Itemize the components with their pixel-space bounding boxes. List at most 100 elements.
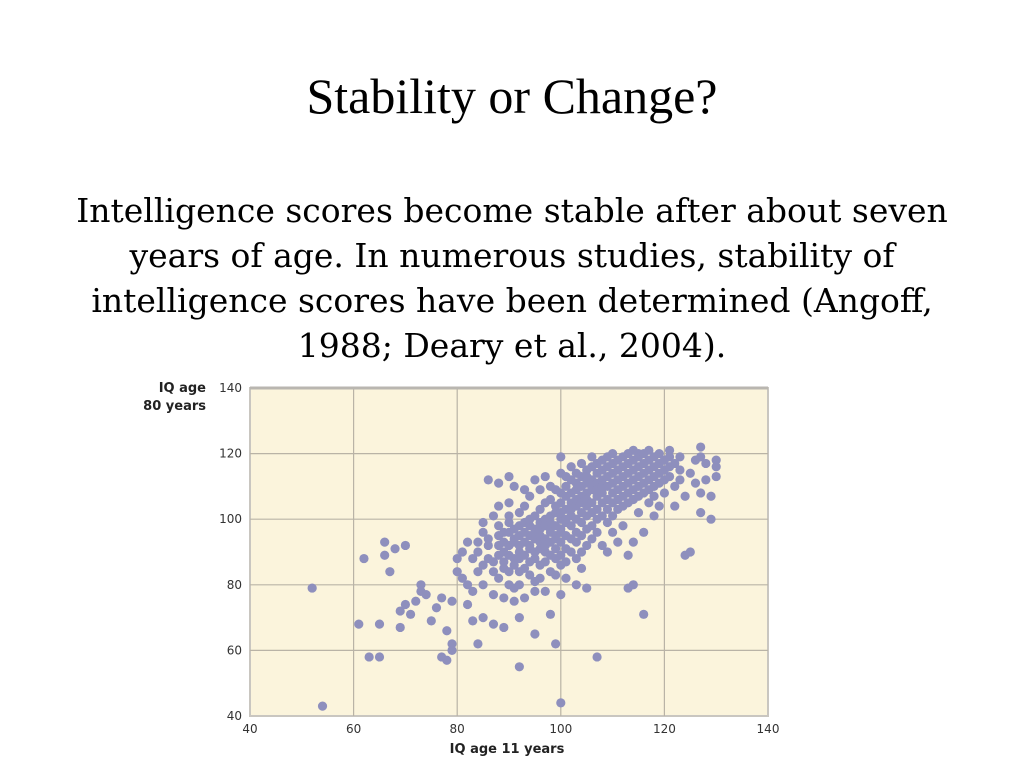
data-point [587,498,597,508]
data-point [618,521,628,531]
data-point [602,547,613,557]
data-point [675,465,685,475]
data-point [405,609,416,619]
data-point [400,599,410,610]
data-point [535,573,545,583]
data-point [597,511,607,521]
data-point [664,445,675,455]
data-point [670,458,680,469]
x-axis-label: IQ age 11 years [450,742,565,757]
data-point [462,537,473,547]
data-point [380,550,390,560]
data-point [608,511,618,521]
data-point [654,449,664,459]
data-point [483,534,493,544]
data-point [488,590,499,600]
data-point [483,475,493,485]
data-point [494,573,504,583]
data-point [597,540,607,551]
data-point [639,609,649,619]
data-point [576,517,587,528]
data-point [582,540,592,551]
data-point [597,488,607,498]
data-point [592,504,602,514]
data-point [354,619,364,629]
data-point [633,508,644,518]
data-point [711,462,721,472]
data-point [696,442,706,452]
data-point [556,452,566,462]
data-point [670,501,680,511]
data-point [390,544,400,554]
data-point [442,626,452,636]
data-point [659,488,670,498]
data-point [488,557,499,567]
data-point [478,580,488,590]
data-point [374,652,385,662]
y-tick-label: 40 [227,709,242,723]
data-point [649,511,659,521]
data-point [478,527,488,537]
data-point [561,481,571,491]
data-point [499,593,509,603]
data-point [592,527,602,537]
data-point [566,462,576,472]
data-point [680,491,690,501]
data-point [509,481,519,491]
data-point [525,491,535,501]
slide-title: Stability or Change? [306,68,718,124]
data-point [576,458,587,469]
data-point [556,550,566,560]
data-point [504,517,514,528]
data-point [416,580,426,590]
data-point [571,580,581,590]
data-point [447,639,457,649]
x-tick-label: 140 [757,722,780,736]
data-point [530,511,540,521]
data-point [566,521,576,531]
data-point [447,645,457,655]
data-point [504,498,514,508]
data-point [535,485,545,495]
data-point [576,547,587,557]
data-point [654,501,664,511]
data-point [685,547,695,557]
data-point [566,547,576,557]
data-point [701,475,711,485]
data-point [582,583,592,593]
data-point [519,485,530,495]
y-tick-label: 100 [219,512,242,526]
data-point [307,583,317,593]
y-tick-label: 80 [227,578,242,592]
slide-body-text: Intelligence scores become stable after … [76,191,948,365]
data-point [545,609,556,619]
data-point [551,639,561,649]
y-tick-label: 140 [219,381,242,395]
x-tick-label: 40 [242,722,257,736]
y-axis-label-line-1: IQ age [159,381,206,396]
data-point [696,452,706,462]
data-point [452,553,462,564]
data-point [525,570,535,580]
y-tick-label: 120 [219,447,242,461]
data-point [468,616,478,626]
data-point [468,586,478,596]
data-point [551,544,561,554]
data-point [519,593,530,603]
data-point [473,537,483,547]
data-point [628,580,638,590]
data-point [478,560,488,570]
data-point [411,596,421,606]
data-point [540,586,550,596]
data-point [509,560,519,570]
data-point [576,531,587,541]
data-point [623,550,633,560]
data-point [452,567,462,577]
data-point [576,563,587,573]
data-point [519,501,530,511]
data-point [494,521,504,531]
data-point [706,491,716,501]
data-point [540,557,550,567]
data-point [587,521,597,531]
data-point [613,537,623,547]
